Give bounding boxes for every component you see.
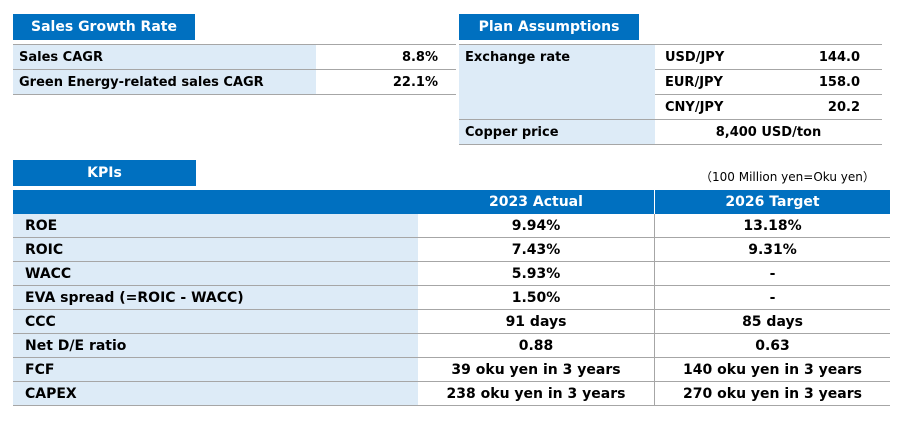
table-row: ROE 9.94% 13.18% [13, 214, 890, 238]
kpi-target: 9.31% [654, 237, 890, 262]
rate-value: 144.0 [760, 44, 882, 70]
kpi-actual: 1.50% [418, 285, 655, 310]
table-row: Green Energy-related sales CAGR 22.1% [13, 69, 456, 95]
header-blank [13, 190, 418, 214]
unit-note: （100 Million yen=Oku yen） [700, 170, 875, 184]
table-row: Net D/E ratio 0.88 0.63 [13, 333, 890, 358]
kpi-actual: 91 days [418, 309, 655, 334]
kpi-label: CCC [13, 309, 418, 334]
kpi-label: WACC [13, 261, 418, 286]
table-row: Copper price 8,400 USD/ton [459, 119, 882, 145]
table-row: Exchange rate USD/JPY 144.0 [459, 44, 882, 120]
currency-pair: CNY/JPY [655, 94, 760, 120]
rate-value: 20.2 [760, 94, 882, 120]
kpi-target: 140 oku yen in 3 years [654, 357, 890, 382]
row-value: 8.8% [316, 44, 456, 70]
copper-price-label: Copper price [459, 119, 655, 145]
currency-pair: USD/JPY [655, 44, 760, 70]
kpi-target: 270 oku yen in 3 years [654, 381, 890, 406]
kpi-actual: 9.94% [418, 214, 655, 238]
header-2026-target: 2026 Target [654, 190, 890, 214]
kpi-label: ROIC [13, 237, 418, 262]
header-2023-actual: 2023 Actual [418, 190, 655, 214]
kpi-header-row: 2023 Actual 2026 Target [13, 190, 890, 214]
kpi-label: EVA spread (=ROIC - WACC) [13, 285, 418, 310]
table-row: CNY/JPY 20.2 [459, 94, 882, 120]
kpi-table: 2023 Actual 2026 Target ROE 9.94% 13.18%… [13, 190, 890, 406]
sales-growth-title: Sales Growth Rate [13, 14, 195, 40]
kpi-target: 0.63 [654, 333, 890, 358]
kpi-label: FCF [13, 357, 418, 382]
sales-growth-table: Sales CAGR 8.8% Green Energy-related sal… [13, 44, 456, 95]
table-row: WACC 5.93% - [13, 261, 890, 286]
kpi-target: - [654, 261, 890, 286]
kpi-label: CAPEX [13, 381, 418, 406]
kpis-title: KPIs [13, 160, 196, 186]
kpi-target: 13.18% [654, 214, 890, 238]
row-label: Green Energy-related sales CAGR [13, 69, 316, 95]
table-row: EVA spread (=ROIC - WACC) 1.50% - [13, 285, 890, 310]
copper-price-value: 8,400 USD/ton [655, 119, 882, 145]
table-row: CAPEX 238 oku yen in 3 years 270 oku yen… [13, 381, 890, 406]
table-row: CCC 91 days 85 days [13, 309, 890, 334]
rate-value: 158.0 [760, 69, 882, 95]
table-row: EUR/JPY 158.0 [459, 69, 882, 95]
kpi-target: 85 days [654, 309, 890, 334]
plan-assumptions-title: Plan Assumptions [459, 14, 639, 40]
row-label: Sales CAGR [13, 44, 316, 70]
kpi-actual: 5.93% [418, 261, 655, 286]
kpi-actual: 7.43% [418, 237, 655, 262]
currency-pair: EUR/JPY [655, 69, 760, 95]
plan-assumptions-table: Exchange rate USD/JPY 144.0 EUR/JPY 158.… [459, 44, 882, 145]
table-row: FCF 39 oku yen in 3 years 140 oku yen in… [13, 357, 890, 382]
exchange-rate-label: Exchange rate [459, 44, 655, 120]
kpi-actual: 39 oku yen in 3 years [418, 357, 655, 382]
kpi-actual: 0.88 [418, 333, 655, 358]
row-value: 22.1% [316, 69, 456, 95]
kpi-actual: 238 oku yen in 3 years [418, 381, 655, 406]
kpi-label: ROE [13, 214, 418, 238]
table-row: Sales CAGR 8.8% [13, 44, 456, 70]
kpi-label: Net D/E ratio [13, 333, 418, 358]
kpi-target: - [654, 285, 890, 310]
table-row: ROIC 7.43% 9.31% [13, 237, 890, 262]
